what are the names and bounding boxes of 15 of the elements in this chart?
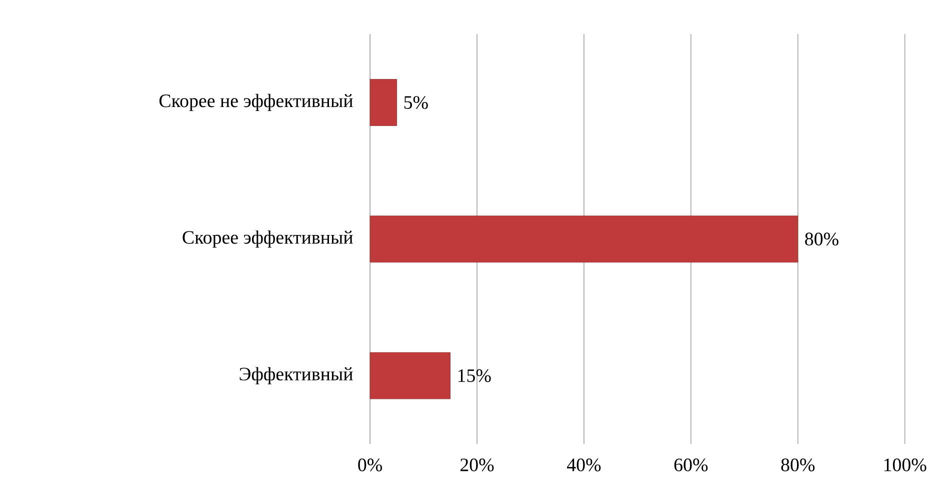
- x-tick-label: 0%: [358, 458, 382, 472]
- data-label: 5%: [404, 96, 428, 109]
- bar: [370, 352, 450, 400]
- x-tick-label: 60%: [674, 458, 708, 472]
- bar: [370, 216, 798, 262]
- data-label: 15%: [458, 369, 491, 382]
- x-tick-label: 100%: [884, 458, 926, 472]
- x-tick-label: 80%: [781, 458, 815, 472]
- x-tick-label: 20%: [460, 458, 494, 472]
- data-label: 80%: [805, 232, 838, 246]
- y-tick-label: Скорее эффективный: [182, 230, 353, 248]
- y-tick-label: Эффективный: [240, 367, 353, 384]
- y-tick-label: Скорее не эффективный: [159, 94, 353, 111]
- bar: [370, 78, 397, 126]
- x-tick-label: 40%: [566, 458, 601, 472]
